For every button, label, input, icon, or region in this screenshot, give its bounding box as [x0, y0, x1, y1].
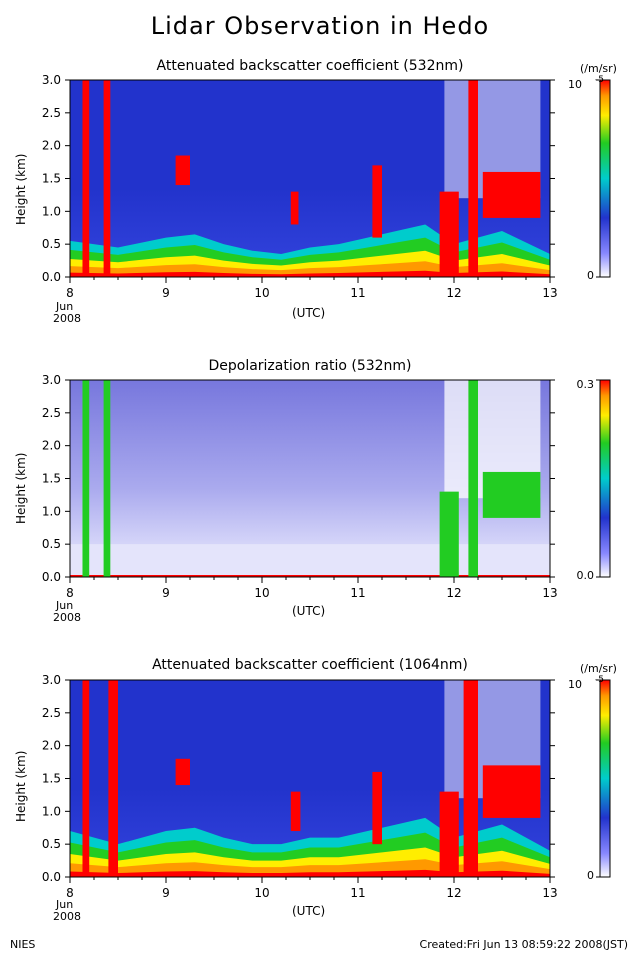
panel-3-ytick-label-1.5: 1.5 [42, 772, 61, 786]
panel-2-ytick-label-1.0: 1.0 [42, 504, 61, 518]
panel-1-ytick-label-0.0: 0.0 [42, 270, 61, 284]
panel-1-cloud-feature-2 [103, 80, 111, 277]
panel-2-xtick-label-8: 8 [66, 586, 74, 600]
panel-3-ytick-label-2.0: 2.0 [42, 739, 61, 753]
panel-1-cloud-feature-3 [175, 155, 190, 186]
panel-1-ylabel: Height (km) [14, 153, 28, 225]
panel-3-ytick-label-0.0: 0.0 [42, 870, 61, 884]
page-title: Lidar Observation in Hedo [150, 12, 490, 40]
panel-3-colorbar-min-label: 0 [587, 869, 594, 882]
panel-3-colorbar-max-exponent: -5 [595, 675, 604, 685]
panel-3-cloud-feature-2 [108, 680, 118, 877]
panel-3-ytick-label-3.0: 3.0 [42, 673, 61, 687]
panel-2-xtick-label-13: 13 [542, 586, 557, 600]
panel-1-xtick-label-12: 12 [446, 286, 461, 300]
panel-3-cloud-feature-3 [175, 758, 190, 786]
panel-1-ytick-label-1.0: 1.0 [42, 204, 61, 218]
panel-2-title: Depolarization ratio (532nm) [208, 358, 412, 374]
panel-3-xsub-year: 2008 [53, 910, 81, 923]
panel-2-xtick-label-9: 9 [162, 586, 170, 600]
panel-1-xtick-label-11: 11 [350, 286, 365, 300]
panel-1-xtick-label-9: 9 [162, 286, 170, 300]
panel-3-cloud-feature-4 [290, 791, 301, 832]
panel-2-ylabel: Height (km) [14, 452, 28, 524]
footer-created-timestamp: Created:Fri Jun 13 08:59:22 2008(JST) [419, 938, 628, 951]
panel-1-title: Attenuated backscatter coefficient (532n… [156, 58, 464, 74]
panel-1-ytick-label-3.0: 3.0 [42, 73, 61, 87]
panel-3-xtick-label-8: 8 [66, 886, 74, 900]
panel-1-colorbar-max-label: 10 [568, 78, 582, 91]
panel-2-xsub-year: 2008 [53, 611, 81, 624]
panel-1-cloud-feature-7 [468, 80, 478, 277]
panel-2-colorbar-min-label: 0.0 [577, 569, 595, 582]
panel-3-title: Attenuated backscatter coefficient (1064… [152, 657, 468, 673]
panel-1-ytick-label-2.5: 2.5 [42, 106, 61, 120]
panel-1-cloud-feature-1 [82, 80, 90, 277]
panel-1-colorbar-min-label: 0 [587, 269, 594, 282]
panel-3-xtick-label-11: 11 [350, 886, 365, 900]
panel-2-chart: 8 9 10 11 12 13 0.0 0.5 1.0 1.5 2.0 2.5 3.0 0.3 0.0 [42, 373, 611, 600]
panel-3-cloud-feature-1 [82, 680, 90, 877]
panel-3-cloud-feature-7 [463, 680, 478, 877]
panel-1-colorbar-max-exponent: -5 [595, 75, 604, 85]
panel-3-ytick-label-1.0: 1.0 [42, 804, 61, 818]
panel-3-colorbar-max-label: 10 [568, 678, 582, 691]
panel-2-xtick-label-12: 12 [446, 586, 461, 600]
panel-3-ylabel: Height (km) [14, 750, 28, 822]
panel-2-xsub-month: Jun [56, 599, 74, 612]
panel-3-boundary-layer-band-5 [70, 869, 550, 877]
panel-1-xtick-label-13: 13 [542, 286, 557, 300]
panel-3-xtick-label-10: 10 [254, 886, 269, 900]
panel-2-cloud-feature-3 [439, 491, 459, 577]
panel-1-colorbar-unit: (/m/sr) [580, 62, 617, 75]
panel-2-ytick-label-0.5: 0.5 [42, 537, 61, 551]
panel-1-cloud-feature-4 [290, 191, 299, 225]
panel-2-ytick-label-2.5: 2.5 [42, 406, 61, 420]
panel-1-cloud-feature-6 [439, 191, 459, 277]
panel-3-colorbar [599, 679, 611, 878]
footer-institution: NIES [10, 938, 36, 951]
panel-2-cloud-feature-1 [82, 380, 90, 577]
panel-1-ytick-label-1.5: 1.5 [42, 172, 61, 186]
panel-3-cloud-feature-8 [482, 765, 541, 818]
panel-3-xtick-label-9: 9 [162, 886, 170, 900]
panel-2-cloud-feature-5 [482, 471, 541, 518]
panel-3-ytick-label-0.5: 0.5 [42, 837, 61, 851]
panel-3-cloud-feature-6 [439, 791, 459, 877]
panel-1-chart: 8 9 10 11 12 13 0.0 0.5 1.0 1.5 2.0 2.5 3.0 10 -5 0 [42, 73, 611, 300]
panel-1-xsub-month: Jun [56, 300, 74, 313]
panel-2-ytick-label-0.0: 0.0 [42, 570, 61, 584]
panel-1-xsub-year: 2008 [53, 312, 81, 325]
panel-2-ytick-label-1.5: 1.5 [42, 472, 61, 486]
panel-3-xsub-month: Jun [56, 898, 74, 911]
panel-2-cloud-feature-4 [468, 380, 478, 577]
panel-1-xtick-label-10: 10 [254, 286, 269, 300]
panel-2-xlabel: (UTC) [292, 604, 326, 618]
panel-1-colorbar [599, 79, 611, 278]
panel-2-ytick-label-2.0: 2.0 [42, 439, 61, 453]
panel-1-boundary-layer-band-5 [70, 270, 550, 277]
panel-2-cloud-feature-2 [103, 380, 111, 577]
panel-1-cloud-feature-5 [372, 165, 382, 238]
panel-3-xlabel: (UTC) [292, 904, 326, 918]
panel-2-colorbar [599, 379, 611, 578]
panel-3-ytick-label-2.5: 2.5 [42, 706, 61, 720]
panel-2-colorbar-max-label: 0.3 [577, 378, 595, 391]
panel-1-xlabel: (UTC) [292, 306, 326, 320]
panel-3-xtick-label-13: 13 [542, 886, 557, 900]
panel-2-xtick-label-10: 10 [254, 586, 269, 600]
panel-2-xtick-label-11: 11 [350, 586, 365, 600]
panel-1-ytick-label-0.5: 0.5 [42, 237, 61, 251]
panel-1-ytick-label-2.0: 2.0 [42, 139, 61, 153]
panel-3-cloud-feature-5 [372, 771, 382, 845]
panel-3-xtick-label-12: 12 [446, 886, 461, 900]
panel-1-xtick-label-8: 8 [66, 286, 74, 300]
panel-2-ytick-label-3.0: 3.0 [42, 373, 61, 387]
panel-3-colorbar-unit: (/m/sr) [580, 662, 617, 675]
panel-1-cloud-feature-8 [482, 171, 541, 218]
panel-3-chart: 8 9 10 11 12 13 0.0 0.5 1.0 1.5 2.0 2.5 3.0 10 -5 0 [42, 673, 611, 900]
